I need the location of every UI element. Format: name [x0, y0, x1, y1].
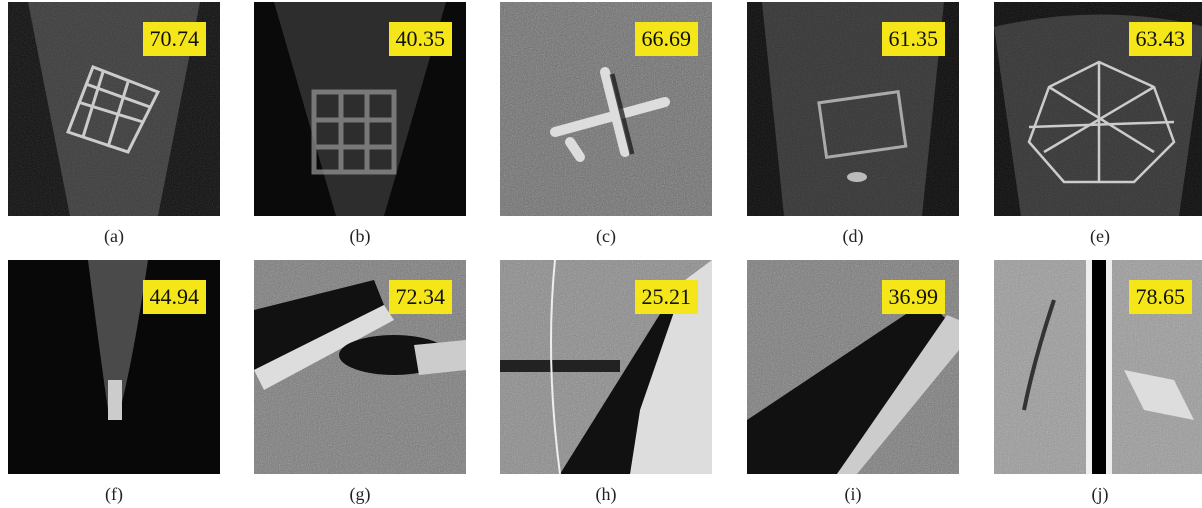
score: 72.34 — [389, 280, 453, 314]
caption: (e) — [994, 226, 1202, 247]
caption: (g) — [254, 484, 466, 505]
score: 78.65 — [1129, 280, 1193, 314]
sonar-image: 63.43 — [994, 2, 1202, 216]
sonar-image: 61.35 — [747, 2, 959, 216]
panel: 66.69 (c) — [500, 2, 712, 247]
caption: (h) — [500, 484, 712, 505]
sonar-image: 44.94 — [8, 260, 220, 474]
caption: (i) — [747, 484, 959, 505]
score: 61.35 — [882, 22, 946, 56]
panel: 40.35 (b) — [254, 2, 466, 247]
caption: (b) — [254, 226, 466, 247]
caption: (d) — [747, 226, 959, 247]
score: 63.43 — [1129, 22, 1193, 56]
sonar-image: 70.74 — [8, 2, 220, 216]
sonar-image: 66.69 — [500, 2, 712, 216]
panel: 25.21 (h) — [500, 260, 712, 505]
score: 66.69 — [635, 22, 699, 56]
caption: (c) — [500, 226, 712, 247]
panel: 61.35 (d) — [747, 2, 959, 247]
panel: 78.65 (j) — [994, 260, 1202, 505]
score: 70.74 — [143, 22, 207, 56]
caption: (a) — [8, 226, 220, 247]
panel: 72.34 (g) — [254, 260, 466, 505]
score: 44.94 — [143, 280, 207, 314]
panel: 63.43 (e) — [994, 2, 1202, 247]
sonar-image: 36.99 — [747, 260, 959, 474]
sonar-image: 40.35 — [254, 2, 466, 216]
score: 40.35 — [389, 22, 453, 56]
sonar-image: 72.34 — [254, 260, 466, 474]
panel: 70.74 (a) — [8, 2, 220, 247]
figure: 70.74 (a) 40.35 (b) 66.69 (c) 61.35 (d) … — [0, 0, 1202, 508]
panel: 44.94 (f) — [8, 260, 220, 505]
score: 25.21 — [635, 280, 699, 314]
caption: (f) — [8, 484, 220, 505]
sonar-image: 25.21 — [500, 260, 712, 474]
caption: (j) — [994, 484, 1202, 505]
sonar-image: 78.65 — [994, 260, 1202, 474]
panel: 36.99 (i) — [747, 260, 959, 505]
score: 36.99 — [882, 280, 946, 314]
